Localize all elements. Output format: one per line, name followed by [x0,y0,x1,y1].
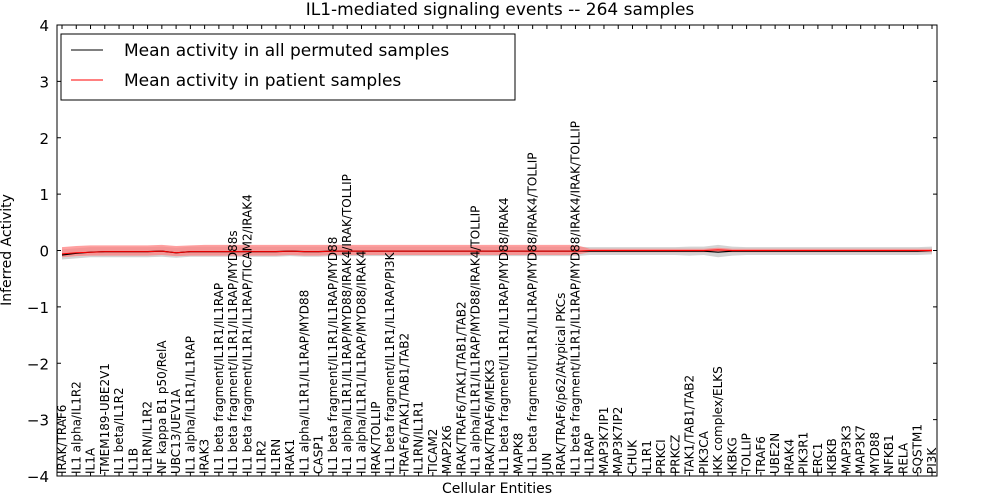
x-axis: IRAK/TRAF6 IL1 alpha/IL1R2 IL1A TMEM189-UBE… [55,25,939,476]
y-tick-label: 2 [39,130,49,148]
y-tick-label: 0 [39,243,49,261]
x-tick-label: NFKB1 [882,434,896,474]
x-axis-label: Cellular Entities [442,481,552,497]
x-tick-label: IL1 beta fragment/IL1R1/IL1RAP/PI3K [383,251,397,474]
plot-area [61,244,933,260]
x-tick-label: IRAK3 [198,439,212,474]
x-tick-label: IRAK/TRAF6/TAK1/TAB1/TAB2 [454,301,468,474]
x-tick-label: IL1 alpha/IL1R1/IL1RAP/MYD88/IRAK4/TOLLI… [469,206,483,474]
x-tick-label: IL1 beta fragment/IL1R1/IL1RAP/MYD88/IRA… [526,153,540,474]
x-tick-label: MAP2K6 [440,425,454,474]
x-tick-label: IL1 alpha/IL1R1/IL1RAP [183,336,197,474]
x-tick-label: IL1 alpha/IL1R2 [69,381,83,474]
x-tick-label: NF kappa B1 p50/RelA [155,340,169,474]
x-tick-label: IL1 beta fragment/IL1R1/IL1RAP/MYD88 [326,237,340,474]
x-tick-label: ERC1 [811,443,825,474]
x-tick-label: IL1R2 [255,440,269,474]
x-tick-label: TAK1/TAB1/TAB2 [683,375,697,475]
x-tick-label: SQSTM1 [911,424,925,474]
legend-label-permuted: Mean activity in all permuted samples [124,41,449,61]
x-tick-label: IL1 beta fragment/IL1R1/IL1RAP/TICAM2/IR… [240,194,254,474]
y-tick-label: −2 [27,355,49,373]
x-tick-label: IL1A [84,447,98,474]
x-tick-label: IKBKG [725,437,739,474]
x-tick-label: IKBKB [825,438,839,474]
x-tick-label: PI3K [925,447,939,474]
x-tick-label: MAP3K3 [839,425,853,474]
x-tick-label: MAP3K7IP1 [597,407,611,474]
x-tick-label: IL1 alpha/IL1R1/IL1RAP/MYD88 [298,290,312,474]
x-tick-label: IL1 beta fragment/IL1R1/IL1RAP [212,283,226,474]
x-tick-label: IL1R1 [640,440,654,474]
x-tick-label: PIK3CA [697,430,711,474]
y-tick-label: −1 [27,299,49,317]
x-tick-label: IL1 alpha/IL1R1/IL1RAP/MYD88/IRAK4 [355,251,369,474]
x-tick-label: MAP3K7 [854,425,868,474]
x-tick-label: IRAK/TRAF6/MEKK3 [483,359,497,474]
x-tick-label: UBC13/UEV1A [169,388,183,474]
x-tick-label: IL1RN/IL1R2 [141,401,155,474]
x-tick-label: IL1B [126,448,140,474]
x-tick-label: IKK complex/ELKS [711,366,725,474]
x-tick-label: MAP3K7IP2 [611,407,625,474]
x-tick-label: TRAF6 [754,436,768,475]
y-tick-label: −3 [27,412,49,430]
x-tick-label: MAPK8 [511,433,525,474]
x-tick-label: IL1 beta fragment/IL1R1/IL1RAP/MYD88/IRA… [497,197,511,474]
chart-title: IL1-mediated signaling events -- 264 sam… [306,0,695,20]
x-tick-label: PRKCZ [668,435,682,474]
x-tick-label: IL1 alpha/IL1R1/IL1RAP/MYD88/IRAK4/IRAK/… [340,174,354,474]
y-axis: −4 −3 −2 −1 0 1 2 3 4 [27,17,937,486]
x-tick-label: MYD88 [868,432,882,474]
y-tick-label: 4 [39,17,49,35]
x-tick-label: IL1 beta fragment/IL1R1/IL1RAP/MYD88/IRA… [568,121,582,474]
x-tick-label: JUN [540,453,554,475]
x-tick-label: UBE2N [768,433,782,474]
legend-label-patient: Mean activity in patient samples [124,71,401,91]
x-tick-label: IRAK4 [782,439,796,474]
y-axis-label: Inferred Activity [0,194,15,306]
x-tick-label: PIK3R1 [797,432,811,474]
y-tick-label: −4 [27,468,49,486]
x-tick-label: IL1RN [269,439,283,474]
x-tick-label: TICAM2 [426,429,440,475]
legend-box [60,33,516,101]
x-tick-label: RELA [897,442,911,474]
y-tick-label: 3 [39,73,49,91]
x-tick-label: IL1RAP [583,433,597,474]
x-tick-label: TRAF6/TAK1/TAB1/TAB2 [397,333,411,475]
x-tick-label: IL1 beta fragment/IL1R1/IL1RAP/MYD88s [226,230,240,474]
x-tick-label: IL1 beta/IL1R2 [112,387,126,474]
x-tick-label: IRAK1 [283,439,297,474]
x-tick-label: IRAK/TOLLIP [369,402,383,474]
series-1-line [61,249,932,255]
x-tick-label: IRAK/TRAF6 [55,405,69,474]
x-tick-label: TOLLIP [740,433,754,475]
x-tick-label: PRKCI [654,439,668,474]
x-tick-label: CASP1 [312,435,326,474]
y-tick-label: 1 [39,186,49,204]
x-tick-label: TMEM189-UBE2V1 [98,363,112,475]
x-tick-label: IL1RN/IL1R1 [412,401,426,474]
legend: Mean activity in all permuted samples Me… [60,33,516,101]
x-tick-label: IRAK/TRAF6/p62/Atypical PKCs [554,293,568,474]
x-tick-label: CHUK [626,439,640,474]
